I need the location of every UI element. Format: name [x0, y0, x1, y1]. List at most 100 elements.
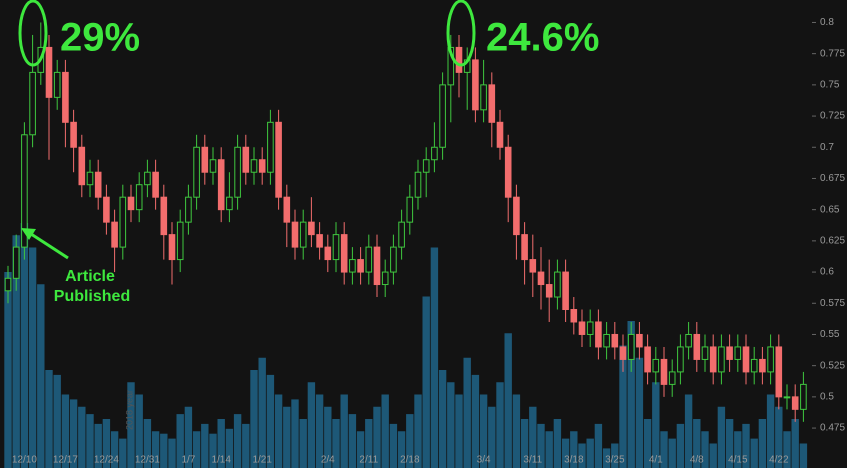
- volume-bar: [775, 406, 783, 468]
- volume-bar: [258, 357, 266, 468]
- volume-bar: [307, 382, 316, 468]
- candle-body: [775, 346, 783, 398]
- volume-bar: [652, 382, 660, 468]
- volume-bar: [86, 414, 94, 468]
- candle-body: [529, 259, 537, 273]
- highlight: [18, 0, 48, 67]
- volume-bar: [496, 382, 504, 468]
- candle-body: [488, 84, 496, 123]
- candle-body: [53, 71, 61, 98]
- plot: 0.475 0.5 0.525 0.55 0.575 0.6 0.625 0.65 0.675 0…: [4, 0, 845, 468]
- candle-body: [242, 146, 250, 173]
- y-tick-label: 0.475: [820, 423, 845, 434]
- volume-bar: [529, 406, 537, 468]
- candle-body: [406, 196, 414, 223]
- candle-body: [513, 196, 520, 236]
- candle-body: [332, 234, 340, 261]
- volume-bar: [94, 423, 102, 468]
- y-tick-label: 0.6: [820, 267, 834, 278]
- volume-bar: [168, 438, 176, 468]
- volume-bar: [783, 431, 791, 468]
- candle-body: [660, 358, 668, 385]
- candle-body: [258, 159, 266, 173]
- candle-body: [619, 346, 627, 360]
- volume-bar: [660, 431, 668, 468]
- volume-bar: [594, 423, 603, 468]
- volume-bar: [455, 394, 463, 468]
- x-tick-label: 12/17: [53, 455, 78, 466]
- volume-bar: [225, 428, 234, 468]
- volume-bar: [471, 374, 480, 468]
- candle-body: [718, 346, 725, 373]
- candle-body: [439, 84, 446, 148]
- candle-body: [160, 196, 168, 236]
- volume-bar: [127, 382, 135, 468]
- volume-bar: [389, 423, 398, 468]
- volume-bar: [693, 419, 701, 468]
- candle-body: [29, 71, 36, 136]
- candle-body: [742, 346, 750, 373]
- candle-body: [431, 146, 438, 161]
- volume-bar: [709, 443, 717, 468]
- candle-body: [217, 159, 225, 211]
- volume-bar: [438, 370, 447, 468]
- volume-bar: [611, 443, 619, 468]
- candle-body: [414, 171, 422, 198]
- candle-body: [595, 321, 602, 348]
- annotation-article: Article: [65, 268, 115, 285]
- volume-bar: [643, 419, 652, 468]
- volume-bar: [766, 394, 775, 468]
- candle-body: [168, 234, 176, 261]
- x-tick-label: 1/21: [252, 455, 272, 466]
- x-tick-label: 4/1: [649, 455, 663, 466]
- x-tick-label: 3/4: [477, 455, 491, 466]
- volume-bar: [734, 431, 742, 468]
- candle-body: [652, 358, 660, 373]
- candle-body: [111, 221, 118, 248]
- volume-bar: [742, 423, 750, 468]
- candle-body: [422, 159, 430, 173]
- volume-bar: [69, 399, 78, 468]
- candle-body: [340, 234, 348, 273]
- volume-bar: [553, 419, 562, 468]
- volume-bar: [684, 394, 693, 468]
- x-tick-label: 1/14: [211, 455, 231, 466]
- candle-body: [4, 277, 12, 292]
- candle-body: [176, 221, 184, 261]
- candle-body: [496, 121, 504, 148]
- volume-bar: [701, 431, 709, 468]
- candle-body: [562, 271, 569, 311]
- volume-bar: [570, 431, 578, 468]
- x-tick-label: 4/22: [769, 455, 789, 466]
- candle-body: [127, 196, 135, 211]
- candle-body: [586, 321, 594, 335]
- candle-body: [398, 221, 405, 248]
- x-tick-label: 2/18: [400, 455, 420, 466]
- volume-bar: [340, 394, 348, 468]
- candle-body: [144, 171, 151, 186]
- y-tick-label: 0.8: [820, 17, 834, 28]
- volume-bar: [192, 431, 201, 468]
- candle-body: [603, 333, 610, 348]
- candle-body: [275, 121, 282, 198]
- y-tick-label: 0.525: [820, 360, 845, 371]
- candle-body: [12, 246, 20, 279]
- volume-bar: [365, 419, 373, 468]
- candle-body: [209, 159, 217, 173]
- candle-body: [750, 358, 758, 373]
- y-tick-label: 0.65: [820, 204, 840, 215]
- volume-bar: [479, 394, 488, 468]
- x-tick-label: 3/18: [564, 455, 584, 466]
- candle-body: [135, 184, 143, 211]
- y-tick-label: 0.55: [820, 329, 840, 340]
- candle-body: [578, 321, 586, 335]
- candle-body: [685, 333, 692, 348]
- candle-body: [701, 346, 709, 360]
- candle-body: [381, 271, 389, 286]
- volume-bar: [520, 419, 529, 468]
- volume-bar: [233, 414, 242, 468]
- volume-bar: [61, 394, 70, 468]
- y-tick-label: 0.625: [820, 236, 845, 247]
- candle-body: [119, 196, 127, 248]
